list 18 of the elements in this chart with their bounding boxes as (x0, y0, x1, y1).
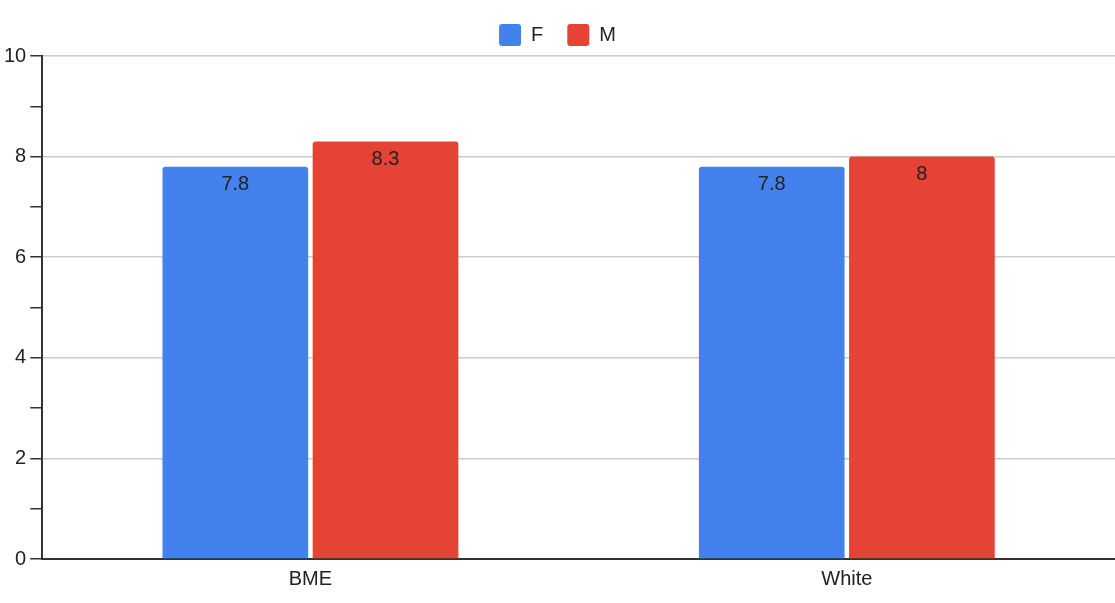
y-tick-label: 6 (15, 244, 27, 267)
data-label: 7.8 (757, 172, 786, 195)
x-tick-label: BME (288, 566, 333, 589)
y-tick-label: 10 (4, 43, 27, 66)
y-tick-label: 8 (15, 144, 27, 167)
legend-label: M (599, 22, 616, 45)
bar (312, 141, 459, 559)
y-tick-label: 2 (15, 445, 27, 468)
legend-label: F (531, 22, 544, 45)
x-tick-label: White (821, 566, 873, 589)
y-tick-label: 4 (15, 345, 27, 368)
data-label: 8 (916, 162, 928, 185)
y-tick-label: 0 (15, 546, 27, 569)
bar (849, 156, 995, 559)
bar (162, 166, 309, 559)
data-label: 7.8 (221, 172, 250, 195)
data-label: 8.3 (371, 147, 400, 170)
bar (698, 166, 845, 559)
